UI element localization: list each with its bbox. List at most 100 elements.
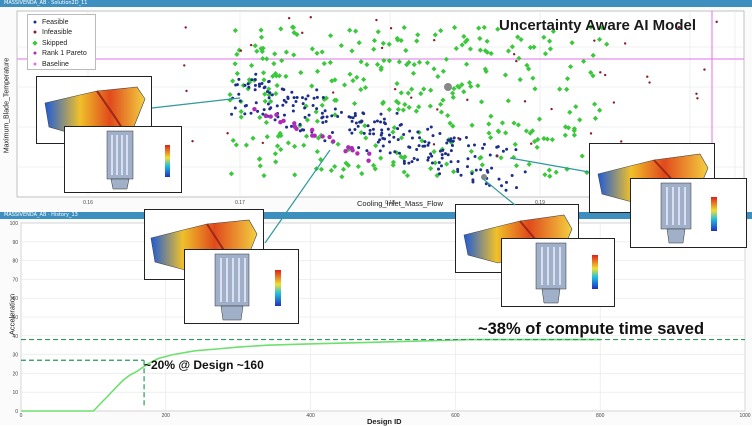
infeasible-point [301,31,304,35]
skipped-point [567,109,573,115]
skipped-point [590,73,596,79]
legend-item-infeasible[interactable]: ● Infeasible [31,28,92,39]
blade-section-image[interactable] [501,238,615,307]
blade-section-image[interactable] [184,249,299,324]
skipped-point [390,162,396,168]
feasible-point [358,120,362,124]
feasible-point [347,115,351,119]
y-tick-label: 20 [12,371,18,377]
infeasible-point [432,38,436,42]
feasible-point [324,120,328,124]
infeasible-point [495,154,499,158]
feasible-point [282,113,286,117]
top-panel-title: MASSIVENDA_AB · Solution2D_11 [4,0,88,6]
skipped-point [262,98,268,104]
skipped-point [278,26,284,32]
skipped-point [361,76,367,83]
feasible-point [372,132,376,136]
feasible-point [253,83,257,87]
feasible-point [368,132,372,136]
feasible-point [407,161,411,165]
feasible-point [523,170,527,174]
infeasible-point [331,91,335,94]
feasible-point [315,88,319,92]
feasible-point [431,134,435,138]
legend-item-feasible[interactable]: ● Feasible [31,17,92,28]
feasible-point [353,112,357,116]
skipped-point [291,30,297,36]
infeasible-point [389,26,393,30]
skipped-point [393,98,400,104]
infeasible-point [249,43,253,47]
skipped-point [277,130,283,136]
skipped-point [232,61,238,67]
blade-section-render [214,253,281,321]
blade-section-image[interactable] [64,126,182,193]
skipped-point [398,90,404,96]
skipped-point [328,167,334,174]
skipped-point [549,137,555,143]
feasible-point [427,141,431,145]
feasible-point [392,135,396,139]
skipped-point [362,84,369,91]
feasible-point [254,101,258,105]
skipped-point [526,66,532,72]
skipped-point [550,28,557,34]
pareto-point [327,134,332,140]
skipped-point [363,135,369,141]
skipped-point [503,130,509,136]
feasible-point [450,144,454,148]
blade-section-image[interactable] [630,178,747,248]
feasible-point [464,135,468,139]
skipped-point [262,91,268,97]
feasible-point [417,144,421,148]
feasible-point [456,167,460,171]
x-tick-label: 1000 [739,413,750,419]
skipped-point [547,46,554,52]
feasible-point [473,154,477,158]
x-tick-label: 400 [306,413,315,419]
skipped-point [477,47,483,53]
feasible-point [250,78,254,82]
feasible-point [482,142,486,146]
skipped-point [592,115,599,121]
feasible-point [387,133,391,137]
feasible-point [449,137,453,141]
skipped-point [416,104,422,110]
blade-section-render [660,182,717,244]
feasible-point [388,140,392,144]
skipped-point [432,32,438,38]
feasible-point [402,159,406,163]
skipped-point [571,132,577,138]
feasible-point [353,114,357,118]
skipped-point [467,46,473,52]
skipped-point [534,144,540,150]
feasible-point [382,117,386,121]
legend-item-baseline[interactable]: ● Baseline [31,59,92,70]
skipped-point [451,24,458,31]
feasible-point [470,172,474,176]
feasible-point [261,112,265,116]
skipped-point [419,138,425,144]
infeasible-point [309,16,312,19]
feasible-point [418,136,422,140]
feasible-point [267,80,271,84]
skipped-point [272,51,278,57]
skipped-point [304,117,310,123]
skipped-point [604,41,610,47]
skipped-point [338,42,344,49]
skipped-point [440,68,446,74]
feasible-point [438,172,442,176]
legend-item-pareto[interactable]: ● Rank 1 Pareto [31,49,92,60]
feasible-point [440,156,444,160]
skipped-point [373,143,379,149]
skipped-point [292,143,298,149]
feasible-point [456,159,460,163]
skipped-point [450,169,457,175]
infeasible-point [261,141,265,145]
skipped-point [435,73,441,80]
skipped-point [402,154,408,160]
legend-item-skipped[interactable]: ◆ Skipped [31,38,92,49]
scatter-legend: ● Feasible ● Infeasible ◆ Skipped ● Rank… [27,14,96,70]
skipped-point [279,57,285,64]
